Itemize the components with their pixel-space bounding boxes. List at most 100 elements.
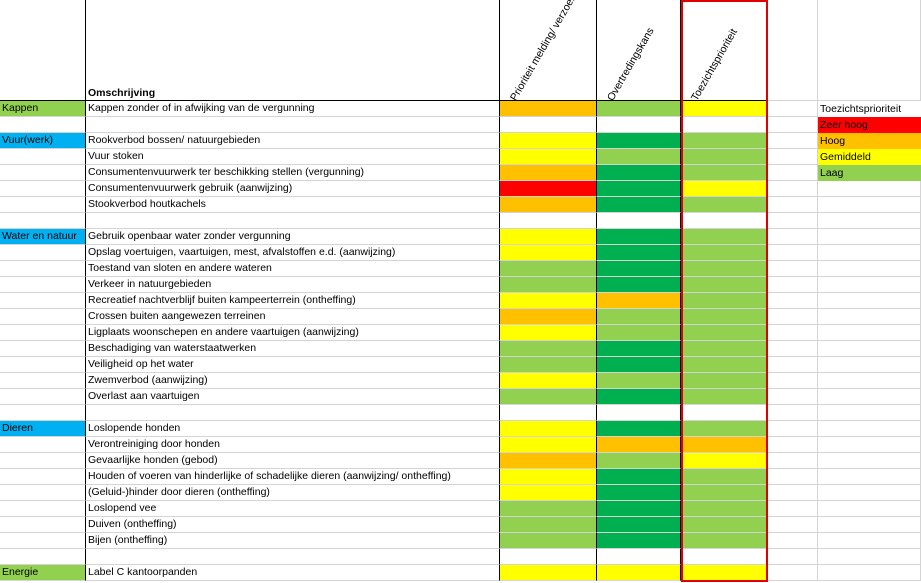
description-cell[interactable]: Verkeer in natuurgebieden [86, 277, 500, 293]
category-cell[interactable] [0, 437, 86, 453]
description-cell[interactable]: Loslopend vee [86, 501, 500, 517]
overtredingskans-cell[interactable] [597, 149, 681, 165]
toezichtsprioriteit-cell[interactable] [681, 549, 768, 565]
description-cell[interactable]: Toestand van sloten en andere wateren [86, 261, 500, 277]
empty-cell[interactable] [768, 277, 818, 293]
category-cell[interactable]: Kappen [0, 101, 86, 117]
empty-cell[interactable] [818, 245, 921, 261]
empty-cell[interactable] [768, 197, 818, 213]
prioriteit-melding-cell[interactable] [500, 133, 597, 149]
description-cell[interactable]: Gevaarlijke honden (gebod) [86, 453, 500, 469]
empty-cell[interactable] [818, 485, 921, 501]
prioriteit-melding-cell[interactable] [500, 229, 597, 245]
overtredingskans-cell[interactable] [597, 485, 681, 501]
prioriteit-melding-cell[interactable] [500, 293, 597, 309]
category-cell[interactable] [0, 213, 86, 229]
toezichtsprioriteit-cell[interactable] [681, 309, 768, 325]
toezichtsprioriteit-cell[interactable] [681, 261, 768, 277]
overtredingskans-cell[interactable] [597, 549, 681, 565]
empty-cell[interactable] [768, 453, 818, 469]
empty-cell[interactable] [818, 181, 921, 197]
empty-cell[interactable] [768, 549, 818, 565]
description-cell[interactable]: Ligplaats woonschepen en andere vaartuig… [86, 325, 500, 341]
empty-cell[interactable] [818, 453, 921, 469]
prioriteit-melding-cell[interactable] [500, 149, 597, 165]
toezichtsprioriteit-cell[interactable] [681, 501, 768, 517]
category-cell[interactable] [0, 309, 86, 325]
overtredingskans-cell[interactable] [597, 133, 681, 149]
prioriteit-melding-cell[interactable] [500, 453, 597, 469]
toezichtsprioriteit-cell[interactable] [681, 197, 768, 213]
toezichtsprioriteit-cell[interactable] [681, 117, 768, 133]
header-empty-cell[interactable] [818, 0, 921, 101]
empty-cell[interactable] [818, 261, 921, 277]
header-empty-cell[interactable] [768, 0, 818, 101]
overtredingskans-cell[interactable] [597, 533, 681, 549]
header-overtredingskans-cell[interactable]: Overtredingskans [597, 0, 681, 101]
description-cell[interactable]: Consumentenvuurwerk gebruik (aanwijzing) [86, 181, 500, 197]
overtredingskans-cell[interactable] [597, 341, 681, 357]
empty-cell[interactable] [768, 181, 818, 197]
header-prioriteit-cell[interactable]: Prioriteit melding/ verzoek [500, 0, 597, 101]
empty-cell[interactable] [818, 341, 921, 357]
description-cell[interactable]: Recreatief nachtverblijf buiten kampeert… [86, 293, 500, 309]
description-cell[interactable]: Bijen (ontheffing) [86, 533, 500, 549]
overtredingskans-cell[interactable] [597, 309, 681, 325]
header-toezichtsprioriteit-cell[interactable]: Toezichtsprioriteit [681, 0, 768, 101]
toezichtsprioriteit-cell[interactable] [681, 533, 768, 549]
empty-cell[interactable] [768, 469, 818, 485]
empty-cell[interactable] [768, 341, 818, 357]
empty-cell[interactable] [768, 517, 818, 533]
overtredingskans-cell[interactable] [597, 197, 681, 213]
description-cell[interactable]: Houden of voeren van hinderlijke of scha… [86, 469, 500, 485]
prioriteit-melding-cell[interactable] [500, 421, 597, 437]
toezichtsprioriteit-cell[interactable] [681, 357, 768, 373]
category-cell[interactable] [0, 373, 86, 389]
empty-cell[interactable] [818, 357, 921, 373]
empty-cell[interactable] [768, 405, 818, 421]
category-cell[interactable] [0, 245, 86, 261]
toezichtsprioriteit-cell[interactable] [681, 373, 768, 389]
empty-cell[interactable] [768, 149, 818, 165]
empty-cell[interactable] [768, 325, 818, 341]
empty-cell[interactable] [768, 293, 818, 309]
empty-cell[interactable] [818, 469, 921, 485]
overtredingskans-cell[interactable] [597, 261, 681, 277]
description-cell[interactable]: Gebruik openbaar water zonder vergunning [86, 229, 500, 245]
toezichtsprioriteit-cell[interactable] [681, 437, 768, 453]
empty-cell[interactable] [818, 565, 921, 581]
empty-cell[interactable] [768, 373, 818, 389]
toezichtsprioriteit-cell[interactable] [681, 421, 768, 437]
overtredingskans-cell[interactable] [597, 293, 681, 309]
empty-cell[interactable] [768, 533, 818, 549]
empty-cell[interactable] [768, 565, 818, 581]
prioriteit-melding-cell[interactable] [500, 517, 597, 533]
empty-cell[interactable] [768, 357, 818, 373]
toezichtsprioriteit-cell[interactable] [681, 389, 768, 405]
category-cell[interactable]: Dieren [0, 421, 86, 437]
overtredingskans-cell[interactable] [597, 277, 681, 293]
category-cell[interactable]: Energie [0, 565, 86, 581]
description-cell[interactable]: (Geluid-)hinder door dieren (ontheffing) [86, 485, 500, 501]
empty-cell[interactable] [818, 213, 921, 229]
prioriteit-melding-cell[interactable] [500, 213, 597, 229]
overtredingskans-cell[interactable] [597, 437, 681, 453]
description-cell[interactable]: Verontreiniging door honden [86, 437, 500, 453]
description-cell[interactable]: Consumentenvuurwerk ter beschikking stel… [86, 165, 500, 181]
category-cell[interactable] [0, 149, 86, 165]
overtredingskans-cell[interactable] [597, 517, 681, 533]
category-cell[interactable] [0, 181, 86, 197]
empty-cell[interactable] [768, 261, 818, 277]
overtredingskans-cell[interactable] [597, 389, 681, 405]
prioriteit-melding-cell[interactable] [500, 533, 597, 549]
prioriteit-melding-cell[interactable] [500, 357, 597, 373]
overtredingskans-cell[interactable] [597, 565, 681, 581]
toezichtsprioriteit-cell[interactable] [681, 517, 768, 533]
empty-cell[interactable] [818, 501, 921, 517]
prioriteit-melding-cell[interactable] [500, 437, 597, 453]
prioriteit-melding-cell[interactable] [500, 325, 597, 341]
toezichtsprioriteit-cell[interactable] [681, 181, 768, 197]
toezichtsprioriteit-cell[interactable] [681, 325, 768, 341]
overtredingskans-cell[interactable] [597, 229, 681, 245]
overtredingskans-cell[interactable] [597, 357, 681, 373]
